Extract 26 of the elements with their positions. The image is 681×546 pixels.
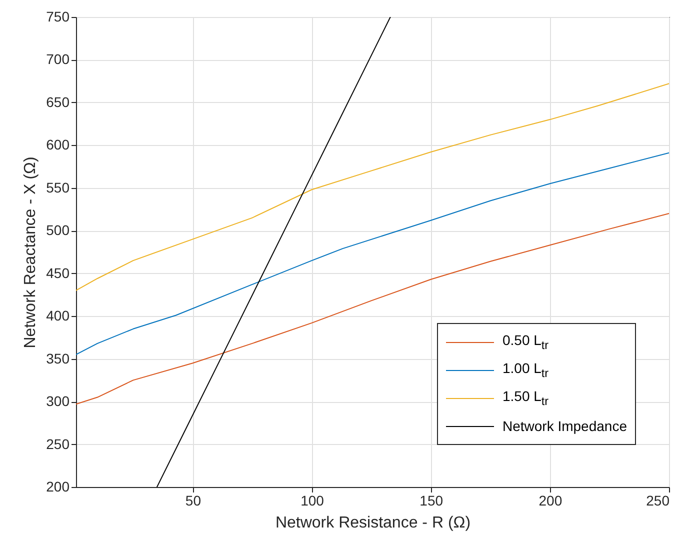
line-series [76, 213, 669, 405]
y-tick-label: 300 [46, 393, 70, 410]
y-axis-title: Network Reactance - X (Ω) [22, 156, 40, 348]
y-tick-label: 650 [46, 94, 70, 110]
x-tick-label: 250 [646, 492, 670, 508]
legend-label: 0.50 L$_{tr}$ [502, 332, 549, 352]
x-axis-title: Network Resistance - R (Ω) [275, 514, 471, 532]
y-tick-label: 450 [46, 264, 70, 281]
x-tick-label: 100 [300, 492, 324, 508]
legend-label: 1.00 L$_{tr}$ [502, 360, 549, 380]
y-tick-label: 500 [46, 222, 70, 238]
line-series [76, 152, 669, 356]
y-tick-label: 350 [46, 350, 70, 366]
x-tick-label: 200 [538, 492, 562, 508]
x-tick-label: 150 [420, 492, 444, 508]
y-tick-label: 400 [46, 308, 70, 324]
line-series [76, 83, 669, 291]
y-tick-label: 750 [46, 8, 70, 24]
x-tick-label: 50 [185, 492, 202, 508]
y-tick-label: 600 [46, 136, 70, 153]
legend-label: 1.50 L$_{tr}$ [502, 388, 549, 408]
y-tick-label: 200 [46, 478, 70, 494]
y-tick-label: 250 [46, 436, 70, 452]
y-tick-label: 550 [46, 179, 70, 196]
y-tick-label: 700 [46, 51, 70, 68]
legend-label: Network Impedance [502, 418, 627, 434]
